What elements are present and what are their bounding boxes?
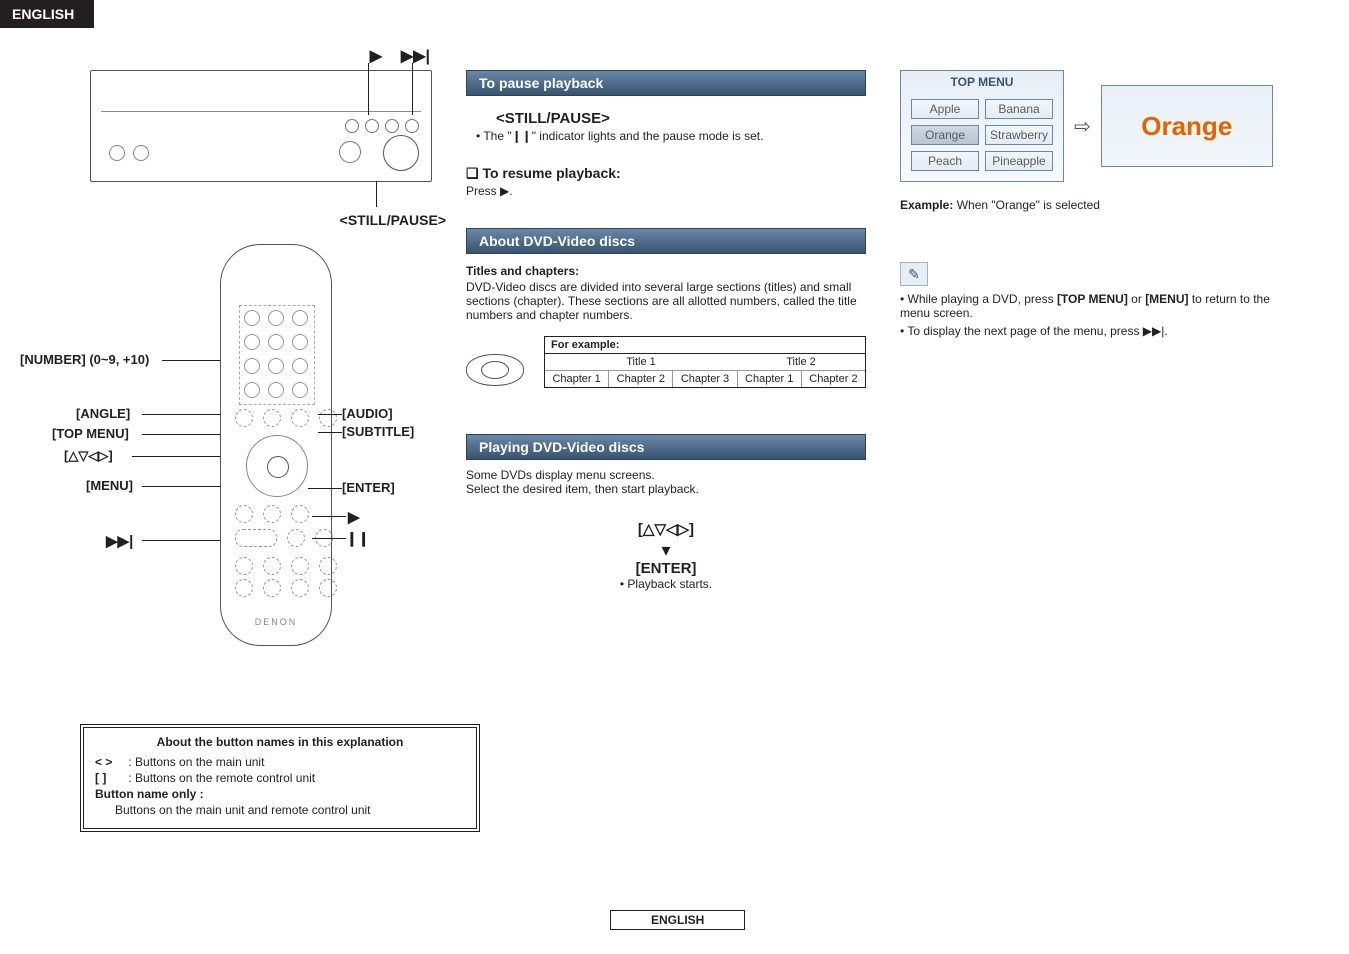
legend-text-1: : Buttons on the main unit [128, 755, 264, 769]
top-menu-example: TOP MENU Apple Banana Orange Strawberry … [900, 70, 1064, 182]
main-unit-illustration [90, 70, 432, 182]
legend-symbol-angle: < > [95, 755, 125, 769]
example-chapter: Chapter 1 [737, 371, 801, 387]
titles-chapters-heading: Titles and chapters: [466, 264, 866, 278]
button-names-title: About the button names in this explanati… [95, 735, 465, 749]
legend-text-2: : Buttons on the remote control unit [128, 771, 315, 785]
section-playing-dvd: Playing DVD-Video discs [466, 434, 866, 460]
remote-label-audio: [AUDIO] [342, 406, 393, 421]
top-menu-item[interactable]: Strawberry [985, 125, 1053, 145]
remote-number-pad [239, 305, 315, 405]
playing-line-1: Some DVDs display menu screens. [466, 468, 866, 482]
enter-label: [ENTER] [466, 560, 866, 577]
top-menu-item[interactable]: Pineapple [985, 151, 1053, 171]
resume-playback-heading: To resume playback: [466, 165, 866, 182]
section-to-pause: To pause playback [466, 70, 866, 96]
resume-playback-line: Press ▶. [466, 184, 866, 198]
remote-label-pause: ❙❙ [346, 530, 369, 547]
example-title-2: Title 2 [737, 354, 865, 370]
down-arrow-icon: ▾ [466, 544, 866, 556]
still-pause-label: <STILL/PAUSE> [340, 212, 446, 228]
disc-icon [466, 354, 524, 386]
language-footer: ENGLISH [610, 910, 745, 930]
remote-label-next: ▶▶| [106, 532, 133, 550]
playing-line-2: Select the desired item, then start play… [466, 482, 866, 496]
titles-chapters-body: DVD-Video discs are divided into several… [466, 280, 866, 322]
remote-label-menu: [MENU] [86, 478, 133, 493]
example-chapter: Chapter 2 [801, 371, 865, 387]
note-icon: ✎ [900, 262, 928, 286]
example-caption-label: Example: [900, 198, 953, 212]
playback-starts-note: Playback starts. [466, 577, 866, 591]
chapter-example-table: For example: Title 1 Title 2 Chapter 1 C… [544, 336, 866, 388]
still-pause-note: The "❙❙" indicator lights and the pause … [476, 129, 866, 143]
button-names-legend: About the button names in this explanati… [80, 724, 480, 832]
left-column: ▶ ▶▶| <STILL/PAUSE> [80, 70, 440, 832]
remote-dpad [246, 435, 308, 497]
for-example-label: For example: [545, 337, 865, 354]
play-icon: ▶ [370, 46, 382, 66]
selected-result-panel: Orange [1101, 85, 1273, 167]
section-about-dvd: About DVD-Video discs [466, 228, 866, 254]
note-1-key: [TOP MENU] [1057, 292, 1128, 306]
top-menu-item[interactable]: Peach [911, 151, 979, 171]
note-2: To display the next page of the menu, pr… [900, 324, 1300, 338]
top-menu-item-selected[interactable]: Orange [911, 125, 979, 145]
example-title-1: Title 1 [545, 354, 737, 370]
remote-label-top-menu: [TOP MENU] [52, 426, 129, 441]
note-1-key: [MENU] [1145, 292, 1188, 306]
legend-text-3-body: Buttons on the main unit and remote cont… [115, 803, 465, 817]
dpad-symbols: [△▽◁▷] [466, 520, 866, 538]
center-column: To pause playback <STILL/PAUSE> The "❙❙"… [466, 70, 866, 591]
remote-label-play: ▶ [348, 508, 360, 526]
example-chapter: Chapter 3 [672, 371, 736, 387]
note-1: While playing a DVD, press [TOP MENU] or… [900, 292, 1300, 320]
legend-symbol-bracket: [ ] [95, 771, 125, 785]
note-1-part: or [1128, 292, 1145, 306]
next-track-icon: ▶▶| [401, 46, 430, 66]
remote-brand: DENON [221, 617, 331, 627]
remote-label-number: [NUMBER] (0~9, +10) [20, 352, 149, 367]
remote-illustration: DENON [220, 244, 332, 646]
top-menu-title: TOP MENU [901, 71, 1063, 93]
language-tab: ENGLISH [0, 0, 94, 28]
remote-label-dpad: [△▽◁▷] [64, 448, 113, 464]
legend-text-3-head: Button name only : [95, 787, 204, 801]
top-menu-item[interactable]: Banana [985, 99, 1053, 119]
example-chapter: Chapter 1 [545, 371, 608, 387]
note-1-part: While playing a DVD, press [908, 292, 1057, 306]
example-chapter: Chapter 2 [608, 371, 672, 387]
remote-label-enter: [ENTER] [342, 480, 395, 495]
top-menu-item[interactable]: Apple [911, 99, 979, 119]
example-caption: Example: When "Orange" is selected [900, 198, 1300, 212]
arrow-right-icon: ⇨ [1074, 114, 1091, 139]
right-column: TOP MENU Apple Banana Orange Strawberry … [900, 70, 1300, 342]
remote-label-subtitle: [SUBTITLE] [342, 424, 414, 439]
example-caption-text: When "Orange" is selected [953, 198, 1100, 212]
remote-label-angle: [ANGLE] [76, 406, 130, 421]
still-pause-heading: <STILL/PAUSE> [496, 110, 866, 127]
